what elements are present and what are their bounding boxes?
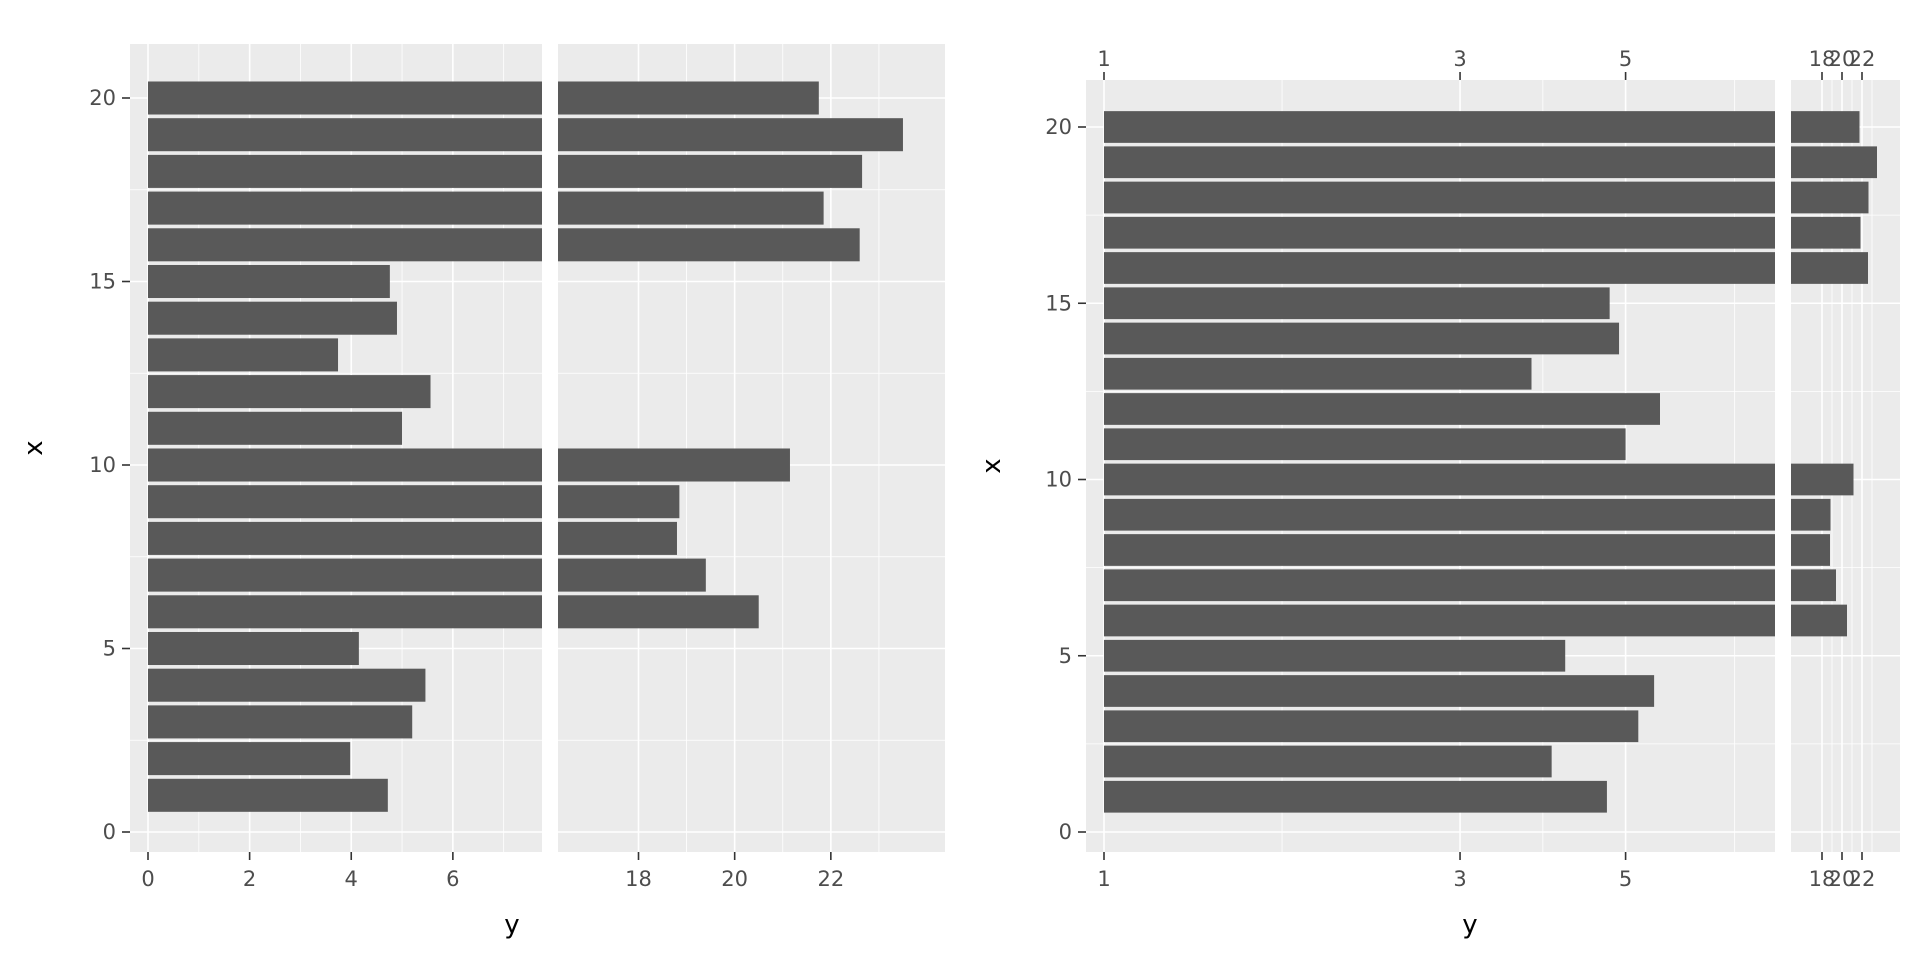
bar	[148, 485, 542, 519]
x-tick-label: 22	[1849, 867, 1876, 891]
x-tick-label: 20	[721, 867, 748, 891]
bar-continued	[1791, 604, 1847, 637]
y-tick-label: 5	[103, 637, 116, 661]
bar	[1104, 604, 1775, 637]
x-tick-label-top: 5	[1619, 47, 1632, 71]
y-axis-title: x	[19, 440, 49, 455]
bar-continued	[1791, 569, 1836, 602]
bar-continued	[558, 521, 677, 555]
bar	[1104, 216, 1775, 249]
bar-continued	[1791, 146, 1877, 179]
bar-continued	[558, 595, 759, 629]
x-tick-label: 6	[446, 867, 459, 891]
x-tick-label-top: 1	[1097, 47, 1110, 71]
bar	[1104, 463, 1775, 496]
bar	[148, 778, 388, 812]
bar	[148, 558, 542, 592]
x-tick-label-top: 22	[1849, 47, 1876, 71]
bar	[148, 375, 431, 409]
bar	[148, 411, 403, 445]
bar	[1104, 675, 1655, 707]
x-tick-label: 2	[243, 867, 256, 891]
bar	[148, 595, 542, 629]
bar	[1104, 146, 1775, 179]
bar	[148, 742, 351, 776]
bar-continued	[558, 558, 706, 592]
bar	[148, 705, 413, 739]
bar	[1104, 569, 1775, 602]
bar-continued	[1791, 181, 1869, 214]
bar-continued	[558, 448, 790, 482]
bar-continued	[1791, 111, 1860, 143]
bar	[1104, 111, 1775, 143]
bar	[148, 668, 426, 702]
bar-continued	[1791, 463, 1854, 496]
bar	[148, 448, 542, 482]
y-tick-label: 0	[103, 820, 116, 844]
bar	[1104, 287, 1610, 320]
bar	[1104, 710, 1639, 743]
bar	[148, 228, 542, 262]
x-axis-title: y	[504, 910, 519, 940]
bar	[148, 338, 339, 372]
bar	[1104, 745, 1552, 778]
x-axis-title: y	[1462, 910, 1477, 940]
y-tick-label: 0	[1059, 820, 1072, 844]
bar	[1104, 428, 1626, 461]
y-tick-label: 10	[1045, 468, 1072, 492]
x-tick-label: 20	[1829, 867, 1856, 891]
y-tick-label: 15	[1045, 291, 1072, 315]
x-tick-label: 0	[141, 867, 154, 891]
bar-continued	[1791, 216, 1861, 249]
bar	[148, 81, 542, 115]
x-tick-label: 5	[1619, 867, 1632, 891]
x-tick-label: 3	[1453, 867, 1466, 891]
y-tick-label: 15	[89, 270, 116, 294]
bar-continued	[558, 485, 680, 519]
bar-continued	[558, 191, 824, 225]
bar	[1104, 252, 1775, 284]
bar-continued	[558, 228, 860, 262]
bar	[148, 521, 542, 555]
bar	[148, 631, 359, 666]
bar	[1104, 181, 1775, 214]
y-tick-label: 10	[89, 453, 116, 477]
bar-continued	[558, 154, 863, 188]
bar-continued	[1791, 252, 1868, 284]
y-tick-label: 5	[1059, 644, 1072, 668]
bar	[148, 118, 542, 152]
bar	[1104, 534, 1775, 566]
bar	[148, 191, 542, 225]
x-tick-label-top: 20	[1829, 47, 1856, 71]
bar-continued	[558, 81, 819, 115]
x-tick-label: 18	[625, 867, 652, 891]
bar	[1104, 498, 1775, 531]
bar-continued	[1791, 534, 1830, 566]
x-tick-label-top: 3	[1453, 47, 1466, 71]
bar	[1104, 322, 1620, 355]
x-tick-label: 4	[345, 867, 358, 891]
bar	[148, 154, 542, 188]
bar-continued	[1791, 498, 1831, 531]
bar	[148, 264, 390, 299]
bar-continued	[558, 118, 903, 152]
y-tick-label: 20	[1045, 115, 1072, 139]
x-tick-label: 18	[1809, 867, 1836, 891]
y-axis-title: x	[977, 458, 1007, 473]
x-tick-label: 1	[1097, 867, 1110, 891]
bar	[1104, 393, 1660, 425]
bar	[1104, 780, 1607, 813]
bar	[1104, 357, 1532, 390]
x-tick-label: 22	[817, 867, 844, 891]
x-tick-label-top: 18	[1809, 47, 1836, 71]
y-tick-label: 20	[89, 86, 116, 110]
bar	[1104, 639, 1566, 672]
bar	[148, 301, 397, 335]
